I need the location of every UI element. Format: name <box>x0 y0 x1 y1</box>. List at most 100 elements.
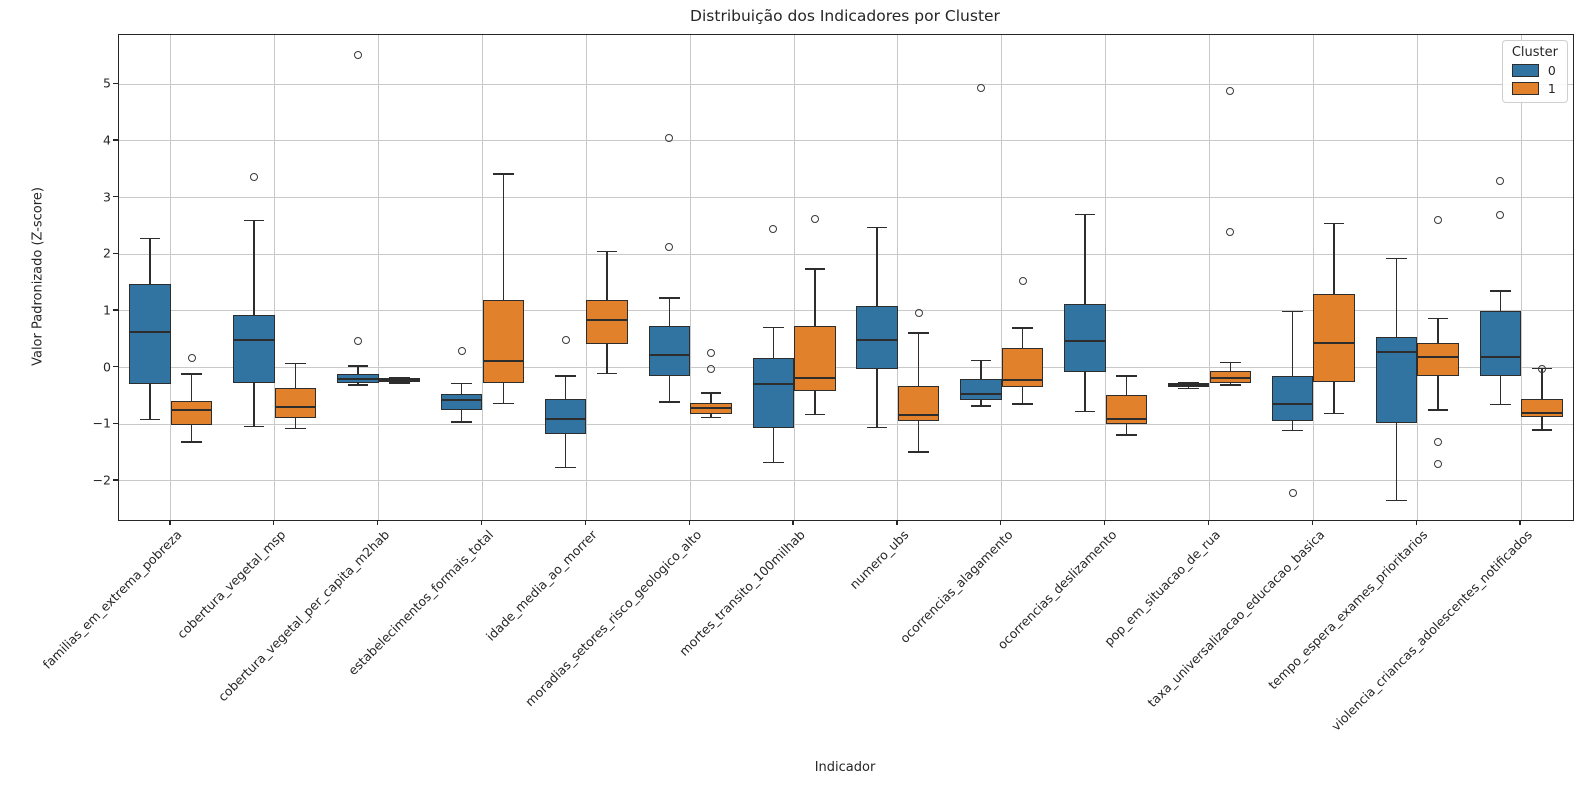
median-line <box>752 383 794 386</box>
x-tick-mark <box>1415 520 1417 525</box>
y-gridline <box>119 480 1573 482</box>
y-tick-mark <box>113 139 118 141</box>
whisker-cap-upper <box>659 297 680 299</box>
box-cluster-1 <box>482 299 524 383</box>
whisker-cap-lower <box>181 441 203 443</box>
median-line <box>690 407 732 410</box>
whisker-lower <box>606 344 608 374</box>
box-cluster-1 <box>1521 398 1563 417</box>
whisker-cap-upper <box>1178 381 1200 383</box>
whisker-cap-lower <box>285 428 306 430</box>
whisker-cap-upper <box>866 226 888 229</box>
whisker-upper <box>1084 214 1086 305</box>
median-line <box>1168 383 1210 386</box>
median-line <box>378 379 421 382</box>
median-line <box>1375 350 1418 353</box>
median-line <box>1521 411 1563 414</box>
median-line <box>129 330 171 333</box>
whisker-upper <box>357 365 359 374</box>
y-tick-label: 5 <box>103 75 111 91</box>
whisker-lower <box>710 414 712 418</box>
x-gridline <box>1001 35 1003 520</box>
y-tick-label: 4 <box>103 132 111 148</box>
whisker-lower <box>1188 386 1190 389</box>
whisker-cap-lower <box>555 466 576 468</box>
whisker-lower <box>814 390 816 415</box>
median-line <box>1001 379 1044 382</box>
box-cluster-0 <box>752 357 794 428</box>
whisker-upper <box>980 360 982 380</box>
outlier-point <box>353 51 362 60</box>
y-tick-mark <box>113 365 118 368</box>
whisker-cap-upper <box>970 359 992 361</box>
median-line <box>898 413 940 416</box>
box-cluster-1 <box>274 387 317 418</box>
x-gridline <box>1416 35 1418 520</box>
outlier-point <box>1288 488 1297 497</box>
outlier-point <box>665 134 674 143</box>
y-gridline <box>119 83 1573 85</box>
x-tick-mark <box>1519 520 1521 525</box>
y-tick-mark <box>113 479 118 481</box>
y-tick-mark <box>113 309 118 311</box>
whisker-lower <box>1437 375 1439 411</box>
y-tick-label: 3 <box>103 189 111 205</box>
median-line <box>586 318 628 321</box>
whisker-cap-upper <box>1427 317 1449 319</box>
whisker-cap-lower <box>596 372 618 374</box>
outlier-point <box>561 336 570 345</box>
x-tick-mark <box>1103 520 1106 525</box>
whisker-cap-lower <box>866 426 888 429</box>
whisker-upper <box>606 251 608 300</box>
whisker-cap-upper <box>1012 327 1033 329</box>
whisker-lower <box>772 427 774 463</box>
x-gridline <box>585 35 587 520</box>
whisker-lower <box>357 383 359 386</box>
whisker-lower <box>1291 421 1294 431</box>
whisker-cap-upper <box>492 173 514 175</box>
whisker-cap-lower <box>1489 403 1511 406</box>
whisker-lower <box>564 434 567 468</box>
x-gridline <box>1105 35 1107 520</box>
whisker-lower <box>1084 371 1086 412</box>
whisker-upper <box>814 269 816 327</box>
whisker-lower <box>294 418 297 429</box>
x-gridline <box>793 35 795 520</box>
x-tick-label: taxa_universalizacao_educacao_basica <box>1143 527 1327 711</box>
x-tick-label: pop_em_situacao_de_rua <box>1101 527 1224 649</box>
whisker-cap-lower <box>451 421 473 423</box>
whisker-upper <box>564 376 567 400</box>
whisker-cap-upper <box>285 362 306 365</box>
x-tick-label: ocorrencias_deslizamento <box>994 527 1120 653</box>
whisker-upper <box>1333 223 1335 294</box>
x-tick-mark <box>1207 520 1210 525</box>
whisker-lower <box>1021 386 1024 404</box>
x-tick-label: violencia_criancas_adolescentes_notifica… <box>1327 527 1535 734</box>
x-gridline <box>897 35 899 520</box>
median-line <box>648 354 691 357</box>
whisker-cap-lower <box>700 416 722 419</box>
whisker-cap-lower <box>1386 500 1407 502</box>
whisker-cap-lower <box>1323 412 1345 415</box>
box-cluster-0 <box>960 379 1002 401</box>
whisker-lower <box>253 382 255 427</box>
median-line <box>960 393 1002 396</box>
legend-entry-cluster-1: 1 <box>1511 81 1558 96</box>
median-line <box>482 360 524 363</box>
whisker-cap-upper <box>1116 375 1137 377</box>
x-gridline <box>1312 35 1314 520</box>
x-tick-mark <box>480 520 483 525</box>
whisker-cap-lower <box>1427 409 1449 411</box>
median-line <box>794 377 836 380</box>
whisker-cap-lower <box>243 425 265 428</box>
x-tick-label: mortes_transito_100milhab <box>675 527 808 659</box>
y-gridline <box>119 367 1573 369</box>
y-gridline <box>119 197 1573 199</box>
whisker-lower <box>461 410 463 422</box>
x-tick-mark <box>376 520 379 525</box>
whisker-cap-lower <box>659 401 680 403</box>
whisker-cap-lower <box>347 384 369 386</box>
whisker-cap-lower <box>908 451 930 453</box>
whisker-cap-upper <box>1074 213 1096 216</box>
